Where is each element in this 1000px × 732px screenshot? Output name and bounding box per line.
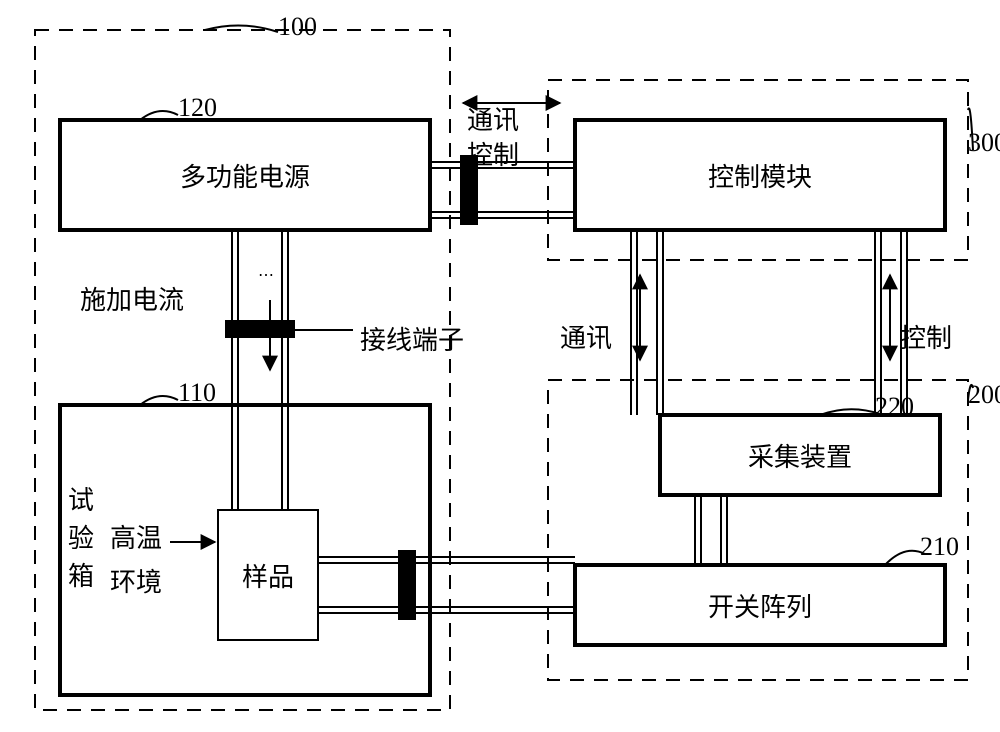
id-120: 120	[178, 93, 217, 123]
id-300: 300	[968, 128, 1000, 158]
chamber-label-2: 验	[68, 518, 94, 555]
id-210: 210	[920, 532, 959, 562]
switches-label: 开关阵列	[575, 565, 945, 645]
apply-current-label: 施加电流	[80, 280, 184, 317]
chamber-label-1: 试	[68, 480, 94, 517]
sample-label: 样品	[218, 510, 318, 640]
collector-label: 采集装置	[660, 415, 940, 495]
control-mid-label: 控制	[900, 318, 952, 355]
high-temp-label: 高温	[110, 518, 162, 555]
controller-label: 控制模块	[575, 120, 945, 230]
svg-text:⋯: ⋯	[258, 267, 274, 284]
id-100: 100	[278, 12, 317, 42]
environment-label: 环境	[110, 562, 162, 599]
comm-mid-label: 通讯	[560, 318, 612, 355]
terminal-label: 接线端子	[360, 320, 464, 357]
power-label: 多功能电源	[60, 120, 430, 230]
chamber-label-3: 箱	[68, 556, 94, 593]
comm-top-label: 通讯	[467, 100, 519, 137]
control-top-label: 控制	[467, 135, 519, 172]
id-110: 110	[178, 378, 216, 408]
id-200: 200	[968, 380, 1000, 410]
id-220: 220	[875, 392, 914, 422]
